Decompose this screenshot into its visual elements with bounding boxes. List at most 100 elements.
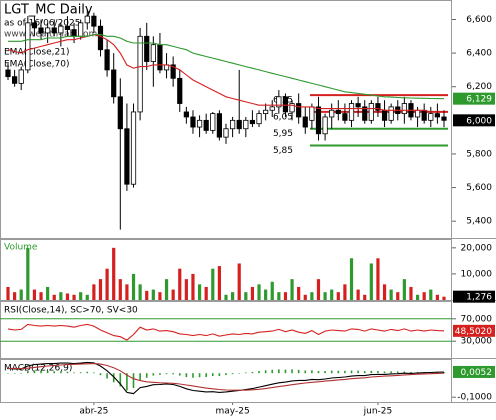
histogram-bar: [112, 373, 115, 383]
volume-bar: [396, 292, 400, 300]
volume-bar: [164, 279, 169, 300]
volume-bar: [13, 292, 17, 300]
volume-bar: [277, 292, 281, 300]
histogram-bar: [20, 373, 23, 374]
candle-body: [203, 119, 209, 131]
volume-bar: [211, 268, 215, 300]
candle-body: [362, 106, 368, 121]
y-tick-label: 5,400: [466, 217, 492, 227]
histogram-bar: [132, 373, 135, 389]
level-label: 5,85: [273, 146, 293, 156]
candle-body: [31, 22, 38, 29]
volume-bar: [349, 258, 354, 300]
value-highlight-label: 0,0052: [461, 368, 493, 378]
volume-bar: [112, 247, 116, 300]
candle-body: [78, 22, 84, 37]
volume-bar: [59, 292, 63, 300]
volume-bar: [98, 279, 103, 300]
chart-title: LGT_MC Daily: [4, 3, 93, 18]
panel-title: RSI(Close,14), SC>70, SV<30: [4, 306, 138, 316]
volume-bar: [270, 281, 274, 300]
candle-body: [51, 27, 57, 34]
volume-bar: [356, 289, 360, 300]
volume-bar: [65, 293, 70, 300]
volume-bar: [138, 284, 142, 300]
volume-bar: [409, 286, 413, 300]
y-tick-label: 6,200: [466, 82, 492, 92]
histogram-bar: [396, 371, 399, 374]
volume-bar: [231, 292, 235, 300]
candle-body: [91, 15, 97, 27]
volume-bar: [316, 279, 321, 300]
candle-body: [289, 103, 295, 113]
candle-body: [236, 119, 242, 130]
volume-bar: [32, 289, 37, 300]
candle-body: [428, 113, 434, 121]
x-tick-label: abr-25: [79, 407, 108, 417]
histogram-bar: [198, 373, 201, 378]
level-label: 5,95: [273, 129, 293, 139]
histogram-bar: [231, 373, 234, 375]
candle-body: [117, 96, 123, 130]
candle-body: [315, 106, 322, 135]
y-tick-label: -0,1000: [457, 393, 492, 403]
volume-bar: [92, 284, 96, 300]
candle-body: [421, 109, 427, 121]
volume-bar: [145, 290, 149, 300]
histogram-bar: [178, 373, 181, 376]
histogram-bar: [363, 371, 366, 374]
histogram-bar: [278, 369, 280, 374]
chart-subtitle: as of 16/06/2025: [4, 19, 80, 29]
volume-bar: [422, 292, 426, 300]
candle-body: [177, 77, 183, 104]
candle-body: [296, 103, 302, 118]
volume-bar: [105, 268, 109, 300]
candle-body: [5, 69, 11, 78]
candle-body: [64, 25, 71, 30]
histogram-bar: [86, 371, 89, 374]
candle-body: [45, 27, 51, 34]
histogram-bar: [218, 373, 221, 377]
candle-body: [190, 116, 196, 128]
panel-title: Volume: [4, 243, 38, 253]
candle-body: [329, 109, 335, 118]
x-tick-label: jun-25: [363, 407, 393, 417]
y-tick-label: 5,800: [466, 149, 492, 159]
candle-body: [97, 25, 104, 51]
histogram-bar: [211, 373, 214, 377]
volume-bar: [290, 279, 294, 300]
candle-body: [269, 106, 275, 111]
volume-bar: [178, 268, 182, 300]
candle-body: [124, 128, 130, 185]
legend-label: EMA(Close,70): [4, 60, 69, 70]
candle-body: [230, 119, 236, 130]
volume-bar: [217, 266, 221, 300]
volume-bar: [204, 286, 208, 300]
volume-bar: [244, 292, 248, 300]
histogram-bar: [337, 370, 340, 374]
histogram-bar: [159, 373, 161, 375]
histogram-bar: [66, 371, 69, 374]
volume-bar: [323, 292, 327, 300]
candle-body: [342, 113, 348, 121]
histogram-bar: [79, 372, 82, 374]
volume-bar: [237, 263, 241, 300]
volume-bar: [389, 289, 393, 300]
x-tick-label: may-25: [216, 407, 250, 417]
histogram-bar: [317, 371, 320, 374]
volume-bar: [39, 292, 43, 300]
y-tick-label: 5,600: [466, 183, 492, 193]
volume-bar: [151, 289, 155, 300]
histogram-bar: [271, 369, 274, 374]
volume-bar: [171, 289, 175, 300]
histogram-bar: [93, 372, 95, 374]
value-highlight: [453, 92, 495, 105]
histogram-bar: [284, 369, 287, 374]
candle-body: [170, 64, 176, 79]
candle-body: [335, 109, 341, 115]
histogram-bar: [60, 371, 62, 374]
candle-body: [414, 109, 421, 118]
candle-body: [355, 103, 361, 108]
volume-bar: [46, 286, 50, 300]
candle-body: [375, 103, 381, 111]
